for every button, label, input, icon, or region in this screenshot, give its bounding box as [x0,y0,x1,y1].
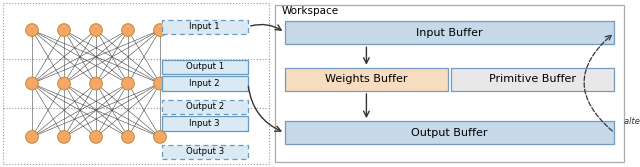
Ellipse shape [58,131,70,143]
Ellipse shape [90,131,102,143]
Text: alternating roles: alternating roles [624,117,640,126]
Ellipse shape [154,24,166,36]
Ellipse shape [90,77,102,90]
Bar [161,60,248,74]
Ellipse shape [58,24,70,36]
Text: Output 1: Output 1 [186,62,224,71]
Text: Input 1: Input 1 [189,22,220,31]
Bar [285,21,614,44]
Text: Output Buffer: Output Buffer [412,128,488,138]
Bar [161,117,248,131]
Bar [161,20,248,34]
Bar [161,145,248,159]
Ellipse shape [154,131,166,143]
Text: Output 2: Output 2 [186,102,224,111]
Text: Weights Buffer: Weights Buffer [325,74,408,84]
Ellipse shape [58,77,70,90]
Text: Input 2: Input 2 [189,79,220,88]
Bar [275,5,624,162]
Text: Output 3: Output 3 [186,147,224,156]
Ellipse shape [26,131,38,143]
Bar [285,121,614,144]
Text: Input Buffer: Input Buffer [416,28,483,38]
Ellipse shape [90,24,102,36]
Ellipse shape [122,131,134,143]
Bar [285,68,448,91]
Ellipse shape [122,77,134,90]
Ellipse shape [122,24,134,36]
Bar [161,100,248,114]
Bar [3,3,269,164]
Bar [451,68,614,91]
Text: Input 3: Input 3 [189,119,220,128]
Ellipse shape [26,77,38,90]
Text: Primitive Buffer: Primitive Buffer [490,74,576,84]
Bar [161,76,248,91]
Ellipse shape [154,77,166,90]
Text: Workspace: Workspace [282,6,339,16]
Ellipse shape [26,24,38,36]
